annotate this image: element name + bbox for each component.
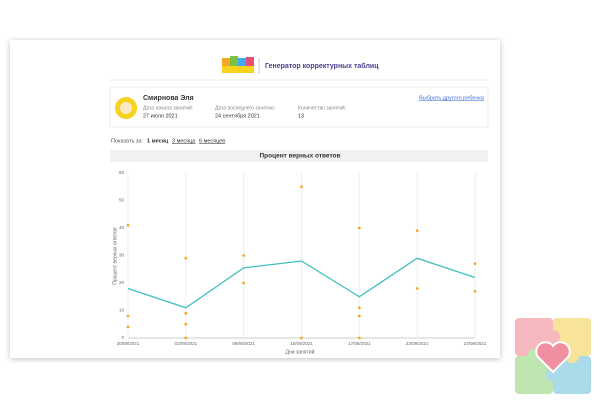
x-tick-label: 17/09/2021 (348, 341, 371, 346)
session-point (126, 314, 130, 318)
y-tick-label: 50 (119, 198, 125, 203)
logo (222, 56, 254, 73)
x-tick-label: 24/09/2021 (464, 341, 487, 346)
average-line (127, 257, 476, 309)
session-point (473, 289, 477, 293)
y-tick-label: 0 (121, 335, 124, 340)
field-label: Дата последнего занятия: (215, 105, 275, 111)
x-tick-label: 15/09/2021 (290, 341, 313, 346)
session-point (357, 226, 361, 230)
period-option[interactable]: 6 месяцев (199, 138, 225, 144)
session-point (415, 287, 419, 290)
session-point (415, 229, 419, 233)
x-tick-label: 03/09/2021 (175, 341, 198, 346)
session-point (300, 185, 303, 189)
session-point (357, 306, 361, 310)
x-tick-label: 23/09/2021 (406, 341, 429, 346)
session-point (300, 336, 303, 340)
session-point (184, 336, 188, 340)
y-tick-label: 10 (119, 308, 125, 313)
change-child-link[interactable]: Выбрать другого ребенка (419, 95, 485, 101)
session-point (242, 254, 246, 257)
session-point (184, 322, 188, 326)
avatar-face (120, 102, 132, 114)
session-point (357, 314, 361, 318)
period-option[interactable]: 1 месяц (147, 138, 169, 144)
session-point (184, 256, 188, 260)
y-axis-label: Процент верных ответов (112, 227, 118, 285)
x-axis-label: Дни занятий (286, 348, 315, 355)
chart-title-bar (110, 150, 488, 162)
session-point (473, 262, 477, 266)
x-tick-label: 30/08/2021 (117, 341, 140, 346)
x-tick-label: 09/09/2021 (232, 341, 255, 346)
field-label: Количество занятий: (298, 104, 346, 111)
child-name: Смирнова Эля (143, 95, 194, 102)
profile-box (109, 86, 489, 128)
session-point (242, 281, 246, 285)
field-label: Дата начала занятий: (143, 104, 193, 111)
period-option[interactable]: 3 месяца (172, 138, 196, 144)
session-point (126, 325, 130, 329)
session-point (126, 223, 130, 227)
field-value: 27 июля 2021 (143, 113, 178, 119)
session-point (184, 311, 188, 315)
y-tick-label: 20 (119, 280, 125, 285)
y-tick-label: 60 (119, 170, 125, 175)
field-value: 24 сентября 2021 (215, 113, 260, 119)
y-tick-label: 30 (119, 253, 125, 258)
field-value: 13 (298, 113, 304, 119)
puzzle-decoration (515, 318, 591, 394)
period-label: Показать за: (111, 138, 143, 144)
y-tick-label: 40 (119, 225, 125, 230)
session-point (357, 336, 361, 340)
chart-title: Процент верных ответов (259, 153, 340, 160)
app-title: Генератор корректурных таблиц (265, 62, 379, 70)
